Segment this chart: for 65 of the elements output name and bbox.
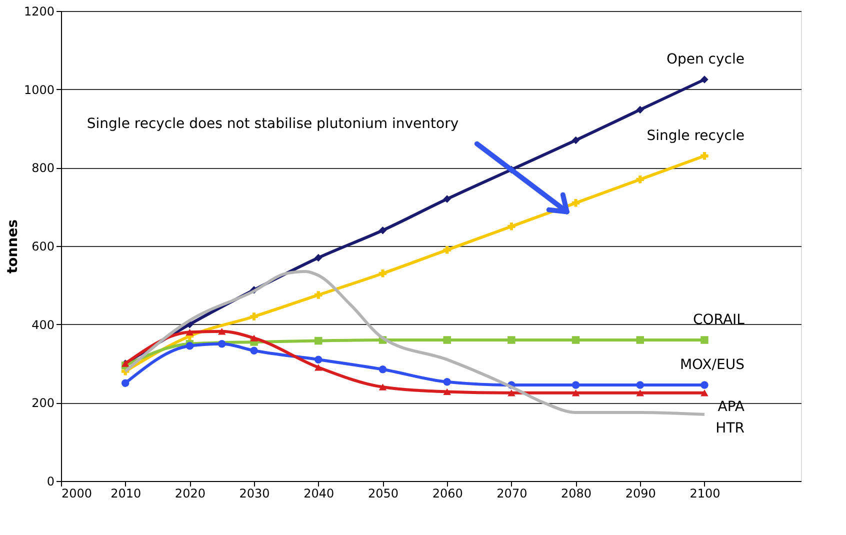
point [636, 390, 644, 396]
point [700, 152, 708, 160]
point [314, 364, 322, 371]
series-label: HTR [716, 420, 745, 436]
x-tick-label: 2100 [690, 486, 720, 500]
x-tick-label: 2020 [174, 486, 206, 500]
y-tick-label: 400 [32, 318, 54, 332]
point [378, 366, 387, 374]
x-tick-label: 2090 [625, 486, 656, 500]
series-label: APA [718, 398, 745, 415]
series-label: CORAIL [693, 312, 745, 328]
point [378, 270, 387, 278]
point [636, 336, 644, 344]
y-tick-label: 1200 [24, 4, 54, 18]
y-tick-label: 1000 [24, 82, 54, 97]
point [443, 388, 451, 396]
x-tick-label: 2050 [368, 486, 399, 500]
point [443, 195, 451, 203]
x-tick-label: 2060 [432, 486, 463, 500]
point [443, 246, 451, 254]
x-tick-label: 2080 [561, 486, 592, 500]
y-tick-label: 600 [32, 240, 54, 254]
point [250, 346, 258, 354]
x-tick-label: 2040 [304, 486, 334, 500]
point [572, 199, 580, 207]
point [508, 336, 516, 344]
y-axis-title: tonnes [4, 219, 21, 274]
point [218, 328, 226, 335]
point [314, 254, 322, 262]
point [572, 390, 580, 396]
y-tick-label: 200 [32, 396, 54, 410]
point [250, 312, 258, 320]
point [314, 291, 322, 299]
x-tick-label: 2010 [110, 486, 142, 500]
y-tick-label: 800 [32, 161, 54, 176]
annotation: Single recycle does not stabilise plutonium inventory [86, 116, 459, 132]
point [700, 336, 708, 344]
point [508, 222, 516, 230]
point [700, 390, 708, 396]
point [636, 176, 644, 184]
point [186, 328, 194, 336]
x-tick-label: 2030 [239, 486, 270, 500]
point [700, 381, 708, 389]
point [572, 136, 580, 144]
series-label: Single recycle [646, 128, 744, 144]
point [378, 226, 387, 234]
series-label: MOX/EUS [680, 357, 745, 374]
y-tick-label: 0 [46, 474, 54, 488]
point [250, 334, 258, 342]
point [121, 379, 130, 387]
point [443, 378, 451, 386]
x-tick-label: 2000 [62, 486, 92, 500]
point [636, 106, 644, 114]
point [218, 340, 226, 348]
point [700, 76, 708, 84]
point [314, 336, 322, 345]
point [636, 381, 644, 389]
x-tick-label: 2070 [496, 486, 528, 500]
point [572, 381, 580, 389]
series-label: Open cycle [666, 52, 744, 68]
point [508, 390, 516, 396]
point [443, 336, 451, 344]
point [378, 384, 387, 390]
point [572, 336, 580, 344]
point [314, 356, 322, 364]
